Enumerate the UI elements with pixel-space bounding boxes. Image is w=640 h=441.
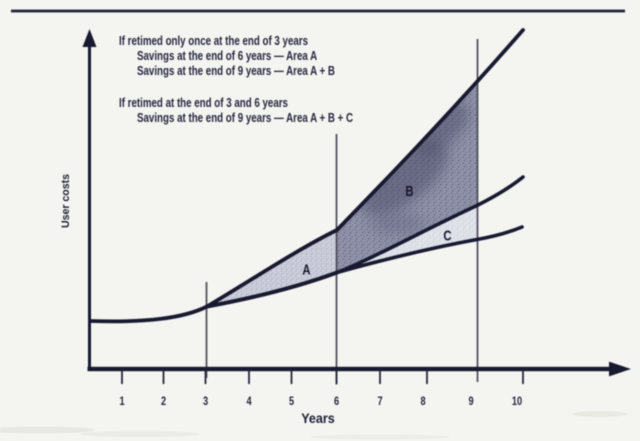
- svg-text:10: 10: [512, 396, 522, 408]
- svg-text:User costs: User costs: [60, 174, 72, 228]
- svg-text:1: 1: [119, 396, 124, 408]
- svg-text:Savings at the end of 6 years: Savings at the end of 6 years — Area A: [137, 50, 317, 64]
- svg-text:9: 9: [468, 396, 473, 408]
- svg-text:7: 7: [377, 396, 382, 408]
- svg-text:C: C: [443, 227, 452, 244]
- svg-text:If retimed only once at the en: If retimed only once at the end of 3 yea…: [119, 35, 308, 49]
- svg-text:3: 3: [203, 396, 208, 408]
- svg-text:6: 6: [334, 396, 339, 408]
- svg-text:A: A: [302, 261, 311, 278]
- svg-text:Savings at the end of 9 years: Savings at the end of 9 years — Area A +…: [137, 112, 353, 126]
- svg-text:2: 2: [161, 396, 166, 408]
- svg-text:If retimed at the end of 3 and: If retimed at the end of 3 and 6 years: [119, 97, 288, 111]
- svg-text:8: 8: [420, 396, 425, 408]
- svg-text:5: 5: [289, 396, 294, 408]
- svg-text:Savings at the end of 9 years: Savings at the end of 9 years — Area A +…: [137, 65, 335, 79]
- svg-text:B: B: [405, 183, 413, 200]
- svg-text:4: 4: [246, 396, 251, 408]
- svg-text:Years: Years: [301, 411, 334, 427]
